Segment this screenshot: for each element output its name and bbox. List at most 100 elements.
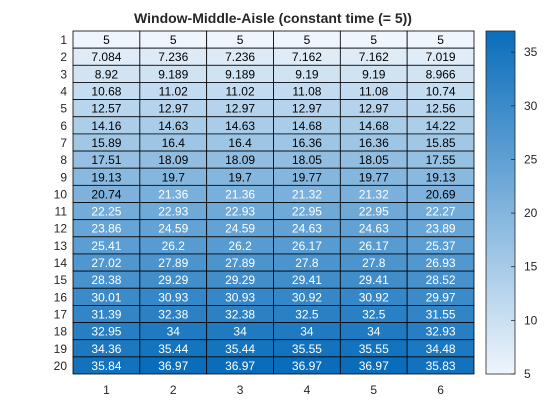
cell-value-label: 16.36 — [292, 136, 322, 150]
cell-value-label: 14.22 — [426, 119, 456, 133]
cell-value-label: 32.5 — [295, 307, 319, 321]
cell-value-label: 12.97 — [158, 102, 188, 116]
x-tick-label: 2 — [170, 383, 177, 397]
cell-value-label: 10.74 — [426, 85, 456, 99]
y-tick-label: 4 — [60, 85, 67, 99]
cell-value-label: 11.08 — [359, 85, 388, 99]
cell-value-label: 8.92 — [95, 67, 119, 81]
cell-value-label: 18.05 — [292, 153, 322, 167]
cell-value-label: 25.41 — [91, 239, 121, 253]
cell-value-label: 22.93 — [158, 205, 188, 219]
cell-value-label: 29.29 — [225, 273, 255, 287]
cell-value-label: 5 — [237, 33, 244, 47]
cell-value-label: 32.38 — [158, 307, 188, 321]
cell-value-label: 11.08 — [292, 85, 321, 99]
cell-value-label: 9.19 — [295, 67, 319, 81]
y-tick-label: 10 — [54, 187, 68, 201]
cell-value-label: 5 — [370, 33, 377, 47]
cell-value-label: 31.55 — [426, 307, 456, 321]
cell-value-label: 24.63 — [292, 222, 322, 236]
cell-value-label: 8.966 — [426, 67, 456, 81]
cell-value-label: 7.162 — [359, 50, 389, 64]
cell-value-label: 27.8 — [362, 256, 386, 270]
cell-value-label: 36.97 — [359, 359, 389, 373]
cell-value-label: 32.95 — [91, 325, 121, 339]
cell-value-label: 23.89 — [426, 222, 456, 236]
cell-value-label: 36.97 — [225, 359, 255, 373]
cell-value-label: 30.93 — [225, 290, 255, 304]
cell-value-label: 32.93 — [426, 325, 456, 339]
y-tick-label: 15 — [54, 273, 68, 287]
cell-value-label: 20.74 — [91, 187, 121, 201]
cell-value-label: 18.09 — [158, 153, 188, 167]
y-tick-label: 18 — [54, 325, 68, 339]
cell-value-label: 26.17 — [292, 239, 322, 253]
cell-value-label: 18.09 — [225, 153, 255, 167]
cell-value-label: 7.236 — [225, 50, 255, 64]
x-tick-label: 6 — [437, 383, 444, 397]
cell-value-label: 22.93 — [225, 205, 255, 219]
y-tick-label: 16 — [54, 290, 68, 304]
colorbar-ticks: 5 10 15 20 25 30 35 — [511, 45, 538, 381]
cell-value-label: 11.02 — [159, 85, 188, 99]
y-tick-label: 11 — [55, 205, 68, 219]
cell-value-label: 27.89 — [225, 256, 255, 270]
cell-value-label: 31.39 — [91, 307, 121, 321]
cell-value-label: 26.2 — [162, 239, 186, 253]
cell-value-label: 19.7 — [228, 170, 252, 184]
cell-value-label: 12.97 — [225, 102, 255, 116]
cell-value-label: 11.02 — [226, 85, 255, 99]
cell-value-label: 26.93 — [426, 256, 456, 270]
cell-value-label: 28.52 — [426, 273, 456, 287]
x-tick-label: 4 — [304, 383, 311, 397]
cell-value-label: 30.01 — [91, 290, 121, 304]
cell-value-label: 29.29 — [158, 273, 188, 287]
cell-value-label: 7.084 — [91, 50, 121, 64]
cell-value-label: 10.68 — [91, 85, 121, 99]
cell-value-label: 19.13 — [426, 170, 456, 184]
y-tick-label: 5 — [60, 102, 67, 116]
cell-value-label: 21.32 — [359, 187, 389, 201]
cell-value-label: 35.55 — [359, 342, 389, 356]
cell-value-label: 14.16 — [91, 119, 121, 133]
cell-value-label: 22.25 — [91, 205, 121, 219]
cell-value-label: 12.97 — [359, 102, 389, 116]
cell-value-label: 23.86 — [91, 222, 121, 236]
cell-value-label: 21.36 — [158, 187, 188, 201]
cell-value-label: 30.92 — [359, 290, 389, 304]
cell-value-label: 35.44 — [225, 342, 255, 356]
y-tick-label: 14 — [54, 256, 68, 270]
cell-value-label: 9.19 — [362, 67, 386, 81]
y-tick-label: 8 — [60, 153, 67, 167]
cell-value-label: 5 — [103, 33, 110, 47]
cell-value-label: 29.41 — [292, 273, 322, 287]
cell-value-label: 34 — [300, 325, 314, 339]
cell-value-label: 35.84 — [91, 359, 121, 373]
cell-value-label: 14.63 — [158, 119, 188, 133]
cell-value-label: 14.68 — [292, 119, 322, 133]
cell-value-label: 36.97 — [292, 359, 322, 373]
cell-value-label: 30.92 — [292, 290, 322, 304]
cell-value-label: 34 — [167, 325, 181, 339]
heatmap-cells: 5 5 5 5 5 5 7.084 7.236 7.236 7.162 7.162 7.019 8.92… — [72, 30, 475, 375]
cell-value-label: 26.17 — [359, 239, 389, 253]
colorbar-tick-label: 30 — [524, 99, 538, 113]
cell-value-label: 19.77 — [292, 170, 322, 184]
cell-value-label: 28.38 — [91, 273, 121, 287]
y-tick-label: 1 — [60, 33, 67, 47]
y-tick-label: 12 — [54, 222, 68, 236]
cell-value-label: 7.236 — [158, 50, 188, 64]
cell-value-label: 35.83 — [426, 359, 456, 373]
cell-value-label: 5 — [170, 33, 177, 47]
y-tick-label: 20 — [54, 359, 68, 373]
cell-value-label: 24.63 — [359, 222, 389, 236]
cell-value-label: 29.41 — [359, 273, 389, 287]
cell-value-label: 27.8 — [295, 256, 319, 270]
cell-value-label: 32.38 — [225, 307, 255, 321]
cell-value-label: 21.36 — [225, 187, 255, 201]
colorbar-tick-label: 20 — [524, 206, 538, 220]
cell-value-label: 14.68 — [359, 119, 389, 133]
colorbar: 5 10 15 20 25 30 35 — [485, 30, 538, 381]
cell-value-label: 34.36 — [91, 342, 121, 356]
colorbar-tick-label: 5 — [524, 367, 531, 381]
